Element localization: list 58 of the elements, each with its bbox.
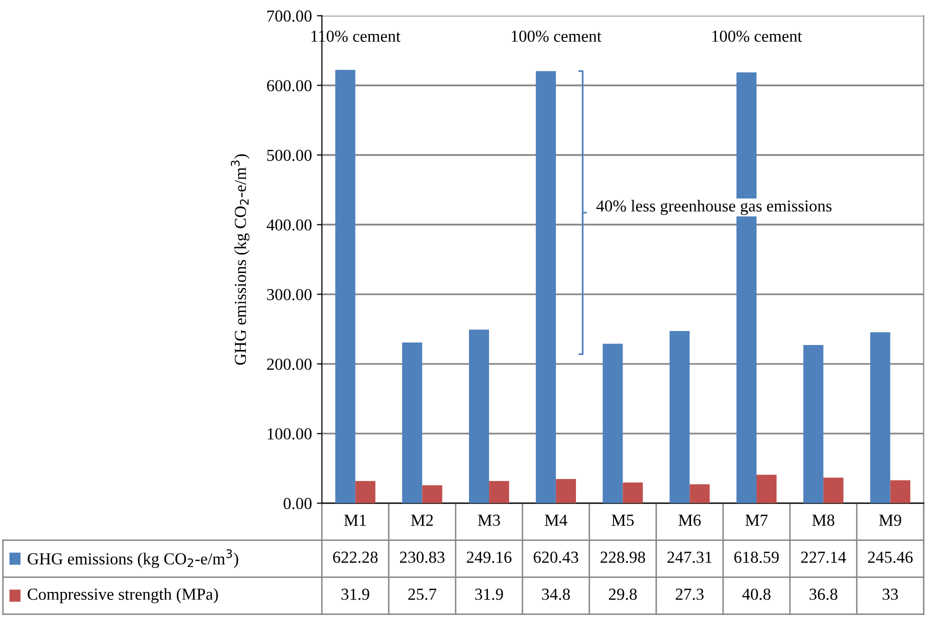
bar [870, 332, 890, 504]
bar [756, 474, 777, 504]
bar [536, 71, 556, 504]
data-label: 620.43 [534, 552, 578, 563]
legend-label: Compressive strength (MPa) [28, 588, 218, 604]
data-label: 230.83 [400, 552, 444, 563]
bar [690, 484, 710, 504]
y-tick-label: 400.00 [266, 219, 312, 231]
data-label: 40.8 [742, 588, 770, 600]
x-tick-label: M4 [544, 514, 568, 526]
data-label: 29.8 [608, 588, 637, 600]
data-label: 31.9 [342, 588, 370, 600]
annotation: 100% cement [512, 30, 602, 42]
bar [602, 344, 623, 504]
bar [622, 482, 643, 504]
data-label: 245.46 [868, 552, 913, 563]
x-tick-label: M3 [478, 514, 500, 526]
x-tick-label: M7 [745, 514, 768, 526]
data-label: 228.98 [600, 552, 646, 563]
data-label: 31.9 [475, 588, 503, 600]
data-label: 247.31 [667, 552, 712, 563]
y-tick-label: 100.00 [268, 428, 312, 440]
y-tick-label: 200.00 [267, 358, 312, 370]
bar [422, 485, 442, 504]
bar [670, 330, 690, 504]
data-label: 618.59 [734, 552, 779, 563]
bar [890, 480, 910, 504]
x-tick-label: M2 [411, 514, 433, 526]
y-tick-label: 500.00 [267, 150, 312, 162]
data-label: 27.3 [676, 588, 704, 600]
bar [402, 342, 422, 504]
annotation: 40% less greenhouse gas emissions [596, 200, 832, 216]
y-tick-label: 600.00 [267, 80, 312, 92]
data-label: 25.7 [408, 588, 436, 600]
y-tick-label: 0.00 [284, 498, 312, 510]
bar [335, 70, 356, 504]
bar [823, 478, 844, 504]
data-label: 227.14 [801, 552, 846, 563]
annotation: 100% cement [712, 30, 802, 42]
data-label: 249.16 [466, 552, 512, 563]
x-tick-label: M5 [612, 514, 634, 526]
bar [355, 480, 376, 504]
bar [468, 330, 490, 504]
bar [556, 478, 576, 504]
x-tick-label: M1 [344, 514, 366, 526]
data-label: 36.8 [810, 588, 838, 600]
data-label: 622.28 [333, 552, 378, 563]
bar [803, 345, 824, 504]
data-label: 33 [882, 588, 898, 600]
legend-label: GHG emissions (kg CO$_{2}$-e/m$^{3}$) [28, 549, 238, 568]
bar [489, 480, 510, 504]
x-tick-label: M8 [812, 514, 834, 526]
y-tick-label: 700.00 [267, 10, 312, 22]
x-tick-label: M9 [879, 514, 902, 526]
y-tick-label: 300.00 [267, 288, 312, 300]
data-label: 34.8 [542, 588, 570, 600]
x-tick-label: M6 [678, 514, 701, 526]
y-axis-title: GHG emissions (kg CO$_{2}$-e/m$^{3}$) [230, 154, 250, 365]
